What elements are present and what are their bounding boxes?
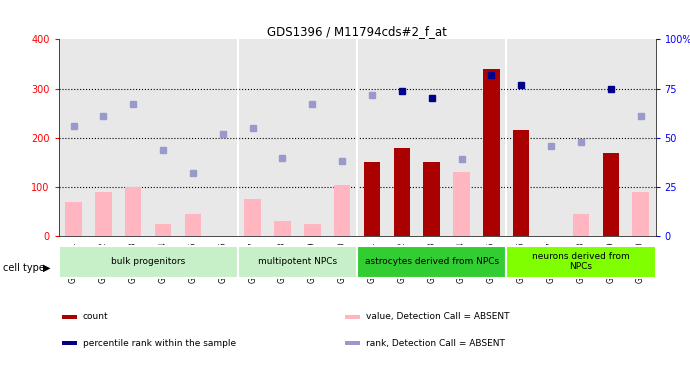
- Bar: [506, 246, 656, 278]
- Bar: [424, 162, 440, 236]
- Bar: [602, 153, 619, 236]
- Bar: [304, 224, 321, 236]
- Bar: [364, 162, 380, 236]
- Bar: [59, 246, 237, 278]
- Bar: [95, 192, 112, 236]
- Bar: [513, 130, 529, 236]
- Text: astrocytes derived from NPCs: astrocytes derived from NPCs: [364, 257, 499, 266]
- Text: count: count: [83, 312, 108, 321]
- Text: rank, Detection Call = ABSENT: rank, Detection Call = ABSENT: [366, 339, 504, 348]
- Bar: [632, 192, 649, 236]
- Bar: [334, 184, 351, 236]
- Bar: [238, 246, 357, 278]
- Bar: [244, 200, 261, 236]
- Bar: [357, 246, 506, 278]
- Bar: [573, 214, 589, 236]
- Bar: [155, 224, 171, 236]
- Text: bulk progenitors: bulk progenitors: [111, 257, 186, 266]
- Text: neurons derived from
NPCs: neurons derived from NPCs: [532, 252, 630, 271]
- Bar: [185, 214, 201, 236]
- Text: percentile rank within the sample: percentile rank within the sample: [83, 339, 236, 348]
- Bar: [483, 69, 500, 236]
- Text: cell type: cell type: [3, 263, 46, 273]
- Bar: [393, 148, 410, 236]
- Bar: [453, 172, 470, 236]
- Text: value, Detection Call = ABSENT: value, Detection Call = ABSENT: [366, 312, 509, 321]
- Bar: [66, 202, 82, 236]
- Title: GDS1396 / M11794cds#2_f_at: GDS1396 / M11794cds#2_f_at: [267, 25, 447, 38]
- Bar: [125, 187, 141, 236]
- Text: ▶: ▶: [43, 263, 50, 273]
- Bar: [274, 222, 290, 236]
- Text: multipotent NPCs: multipotent NPCs: [258, 257, 337, 266]
